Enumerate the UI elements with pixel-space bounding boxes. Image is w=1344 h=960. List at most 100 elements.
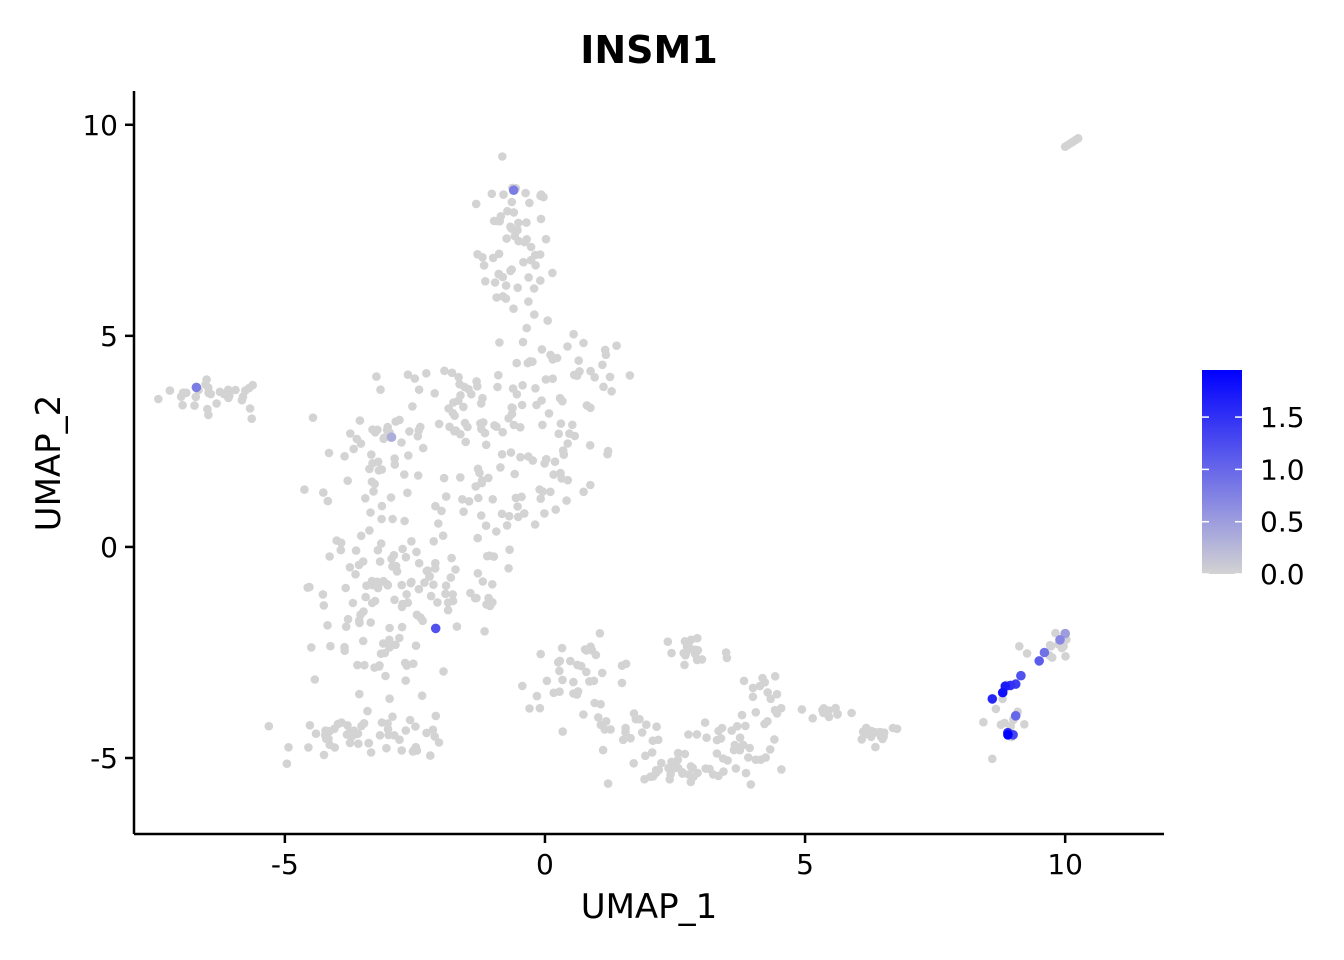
background-cell-point xyxy=(568,420,577,430)
background-cell-point xyxy=(673,755,683,765)
background-cell-point xyxy=(598,360,607,370)
background-cell-point xyxy=(507,224,516,233)
background-cell-point xyxy=(597,668,607,678)
background-cell-point xyxy=(569,677,578,687)
background-cell-point xyxy=(440,366,449,376)
background-cell-point xyxy=(471,482,481,491)
background-cell-point xyxy=(512,358,521,368)
background-cell-point xyxy=(480,627,489,636)
background-cell-point xyxy=(403,370,413,380)
y-tick-label: 5 xyxy=(100,320,118,353)
background-cell-point xyxy=(513,512,523,522)
expressing-cell-point xyxy=(1055,635,1065,645)
background-cell-point xyxy=(558,727,567,736)
background-cell-point xyxy=(549,470,558,479)
background-cell-point xyxy=(586,366,595,376)
background-cell-point xyxy=(483,551,492,561)
background-cell-point xyxy=(190,401,199,410)
background-cell-point xyxy=(361,494,370,503)
background-cell-point xyxy=(318,590,328,599)
background-cell-point xyxy=(497,450,507,459)
background-cell-point xyxy=(357,721,366,731)
background-cell-point xyxy=(867,726,876,736)
expressing-cell-point xyxy=(430,623,441,634)
background-cell-point xyxy=(606,725,615,734)
background-cell-point xyxy=(426,751,435,760)
background-cell-point xyxy=(555,687,564,696)
background-cell-point xyxy=(522,235,531,244)
colorbar-tick-label: 0.5 xyxy=(1260,506,1305,539)
background-cell-point xyxy=(237,395,247,405)
background-cell-point xyxy=(511,493,521,503)
background-cell-point xyxy=(349,444,359,454)
background-cell-point xyxy=(382,425,392,435)
background-cell-point xyxy=(508,403,517,413)
background-cell-point xyxy=(770,735,779,744)
background-cell-point xyxy=(404,451,413,460)
background-cell-point xyxy=(565,429,574,438)
background-cell-point xyxy=(735,733,745,742)
background-cell-point xyxy=(431,558,440,568)
background-cell-point xyxy=(536,649,545,659)
background-cell-point xyxy=(536,190,546,199)
background-cell-point xyxy=(418,443,428,453)
background-cell-point xyxy=(557,474,566,483)
background-cell-point xyxy=(530,310,539,319)
background-cell-point xyxy=(737,710,747,720)
background-cell-point xyxy=(456,429,465,439)
background-cell-point xyxy=(748,683,758,693)
background-cell-point xyxy=(879,732,888,741)
background-cell-point xyxy=(667,648,676,658)
background-cell-point xyxy=(746,780,756,789)
background-cell-point xyxy=(540,459,549,468)
x-axis-title: UMAP_1 xyxy=(581,887,718,927)
background-cell-point xyxy=(871,742,880,752)
background-cell-point xyxy=(282,759,292,768)
background-cell-point xyxy=(447,553,456,563)
background-cell-point xyxy=(434,419,444,429)
background-cell-point xyxy=(1022,649,1032,658)
background-cell-point xyxy=(526,242,536,252)
background-cell-point xyxy=(770,672,780,681)
background-cell-point xyxy=(488,495,498,504)
background-cell-point xyxy=(395,735,404,744)
background-cell-point xyxy=(397,622,407,632)
background-cell-point xyxy=(503,206,512,216)
x-tick-label: -5 xyxy=(271,848,299,881)
background-cell-point xyxy=(1015,642,1024,651)
background-cell-point xyxy=(376,539,386,548)
expressing-cell-point xyxy=(1010,711,1021,721)
background-cell-point xyxy=(502,521,512,530)
background-cell-point xyxy=(745,743,754,753)
background-cell-point xyxy=(680,749,690,759)
background-cell-point xyxy=(376,649,386,658)
background-cell-point xyxy=(530,520,540,529)
background-cell-point xyxy=(386,493,396,502)
background-cell-point xyxy=(651,765,661,775)
background-cell-point xyxy=(397,438,406,447)
background-cell-point xyxy=(481,521,491,530)
background-cell-point xyxy=(506,448,516,457)
background-cell-point xyxy=(573,687,583,696)
background-cell-point xyxy=(498,427,508,437)
background-cell-point xyxy=(498,272,508,282)
background-cell-point xyxy=(401,726,411,735)
background-cell-point xyxy=(470,593,480,603)
background-cell-point xyxy=(575,367,584,376)
background-cell-point xyxy=(631,714,641,724)
background-cell-point xyxy=(369,487,378,496)
background-cell-point xyxy=(478,393,487,403)
x-tick-label: 5 xyxy=(796,848,814,881)
background-cell-point xyxy=(495,216,505,226)
background-cell-point xyxy=(691,649,700,659)
background-cell-point xyxy=(411,641,421,650)
background-cell-point xyxy=(618,735,628,745)
background-cell-point xyxy=(499,190,508,199)
background-cell-point xyxy=(319,488,328,497)
background-cell-point xyxy=(395,633,404,643)
expressing-cell-point xyxy=(1034,656,1044,666)
background-cell-point xyxy=(473,533,483,543)
background-cell-point xyxy=(479,418,488,427)
background-cell-point xyxy=(307,643,316,652)
background-cell-point xyxy=(996,720,1006,729)
